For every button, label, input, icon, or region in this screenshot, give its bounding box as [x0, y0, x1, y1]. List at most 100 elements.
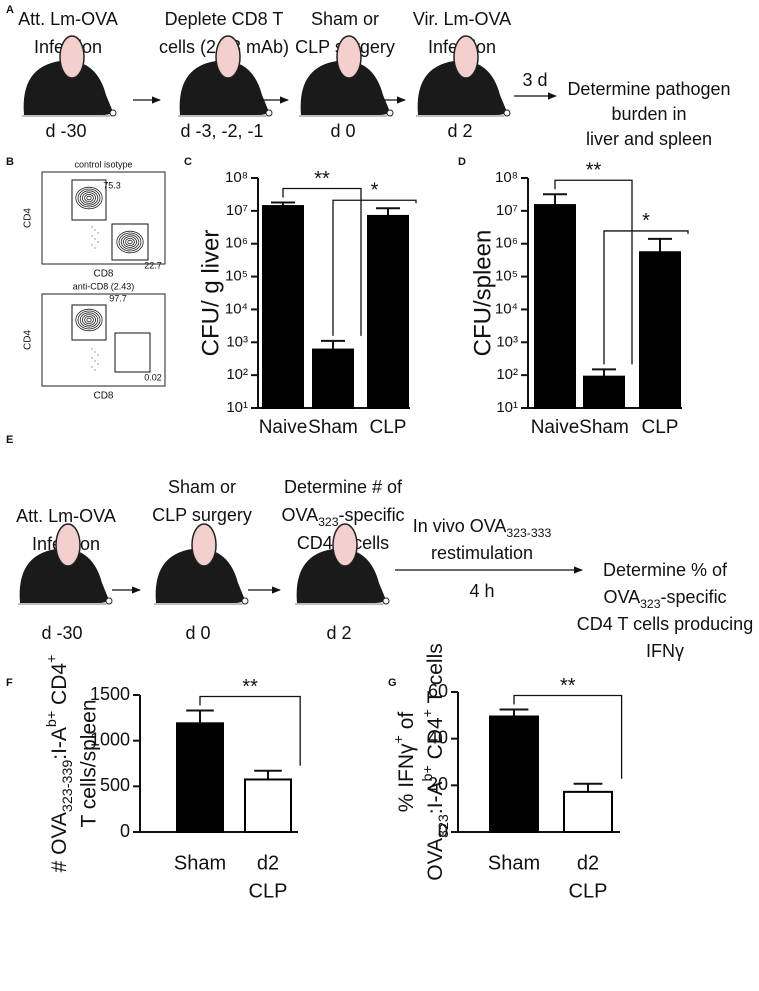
- mouse-body: [19, 548, 109, 603]
- contour: [86, 317, 92, 323]
- significance-bracket: [282, 187, 362, 336]
- gate-value: 0.02: [144, 372, 162, 382]
- bar: [367, 214, 409, 409]
- result-text: IFNγ: [646, 641, 684, 661]
- arrow-text: restimulation: [431, 543, 533, 563]
- axis-label: CD4: [23, 208, 34, 228]
- text-segment: +: [420, 709, 436, 717]
- text-segment: 323-339: [60, 760, 76, 812]
- text-segment: # OVA: [48, 812, 71, 872]
- significance-bracket: [554, 179, 633, 365]
- significance-label: **: [242, 676, 258, 698]
- event-dot: [94, 238, 96, 240]
- mouse-body: [296, 548, 386, 603]
- axis-label: CD4: [23, 330, 34, 350]
- y-tick-label: 1500: [90, 684, 130, 704]
- y-tick-label: 10⁴: [225, 300, 248, 317]
- text-segment: -specific: [339, 505, 405, 525]
- text-segment: :I-A: [48, 727, 71, 760]
- x-tick-label: Sham: [488, 852, 540, 874]
- day-label: d -30: [41, 623, 82, 643]
- significance-label: *: [642, 210, 650, 232]
- event-dot: [97, 241, 99, 243]
- plot-frame: [41, 293, 166, 387]
- gap-label: 3 d: [522, 70, 547, 90]
- y-tick-label: 10⁷: [496, 202, 518, 219]
- bar: [489, 715, 539, 833]
- mouse-body: [155, 548, 245, 603]
- bar: [583, 375, 625, 410]
- text-segment: 323: [436, 814, 452, 838]
- panel-label: E: [6, 434, 13, 446]
- y-tick-label: 10⁵: [495, 268, 518, 285]
- contour: [79, 312, 99, 328]
- plot-title: control isotype: [74, 159, 132, 169]
- mouse-nose: [105, 597, 113, 605]
- text-segment: 323: [318, 515, 339, 529]
- mouse-ear: [55, 523, 81, 567]
- event-dot: [94, 351, 96, 353]
- text-segment: 323-333: [506, 526, 551, 540]
- contour: [127, 239, 133, 245]
- step-text: Sham or: [168, 477, 236, 497]
- text-segment: CD4: [48, 663, 71, 711]
- mouse-nose: [386, 109, 394, 117]
- step-text: Deplete CD8 T: [165, 9, 284, 29]
- x-tick-label: Naive: [259, 417, 308, 438]
- y-tick-label: 20: [428, 774, 448, 794]
- panel-label: A: [6, 4, 14, 16]
- text-segment: OVA: [424, 838, 447, 881]
- event-dot: [94, 369, 96, 371]
- y-tick-label: 10⁶: [495, 235, 518, 252]
- y-axis-label: T cells/spleen: [78, 699, 101, 827]
- event-dot: [91, 244, 93, 246]
- mouse-body: [417, 60, 507, 115]
- event-dot: [94, 229, 96, 231]
- x-tick-label: CLP: [569, 880, 608, 902]
- contour: [84, 315, 94, 324]
- result-text: CD4 T cells producing: [577, 614, 753, 634]
- y-tick-label: 10²: [226, 366, 248, 383]
- bar: [244, 778, 292, 834]
- axis-label: CD8: [93, 269, 113, 280]
- text-segment: -specific: [661, 587, 727, 607]
- y-tick-label: 10⁵: [225, 268, 248, 285]
- panel-label: C: [184, 156, 192, 168]
- contour: [82, 192, 97, 204]
- result-text: burden in: [611, 104, 686, 124]
- contour: [77, 188, 101, 208]
- event-dot: [97, 354, 99, 356]
- arrow-text: 4 h: [469, 581, 494, 601]
- bar: [262, 205, 304, 409]
- y-tick-label: 40: [428, 727, 448, 747]
- day-label: d -3, -2, -1: [180, 121, 263, 141]
- mouse-ear: [336, 35, 362, 79]
- bar: [312, 348, 354, 410]
- y-tick-label: 10⁷: [226, 202, 248, 219]
- gate: [111, 223, 149, 261]
- x-tick-label: Sham: [174, 852, 226, 874]
- significance-bracket: [513, 694, 623, 779]
- plot-title: anti-CD8 (2.43): [73, 281, 135, 291]
- contour: [75, 186, 103, 210]
- result-text: Determine pathogen: [567, 79, 730, 99]
- text-segment: +: [391, 735, 407, 743]
- y-tick-label: 10⁸: [225, 169, 248, 186]
- x-tick-label: d2: [577, 852, 599, 874]
- y-tick-label: 1000: [90, 729, 130, 749]
- day-label: d 2: [326, 623, 351, 643]
- day-label: d -30: [45, 121, 86, 141]
- y-tick-label: 10⁸: [495, 169, 518, 186]
- contour: [123, 236, 138, 248]
- event-dot: [97, 363, 99, 365]
- mouse-ear: [332, 523, 358, 567]
- result-text: OVA323-specific: [603, 587, 726, 611]
- y-tick-label: 10¹: [496, 399, 518, 416]
- day-label: d 0: [330, 121, 355, 141]
- mouse-nose: [109, 109, 117, 117]
- bar: [176, 722, 224, 834]
- contour: [77, 310, 101, 330]
- significance-label: *: [371, 180, 379, 202]
- contour: [75, 308, 103, 332]
- gate: [71, 179, 107, 221]
